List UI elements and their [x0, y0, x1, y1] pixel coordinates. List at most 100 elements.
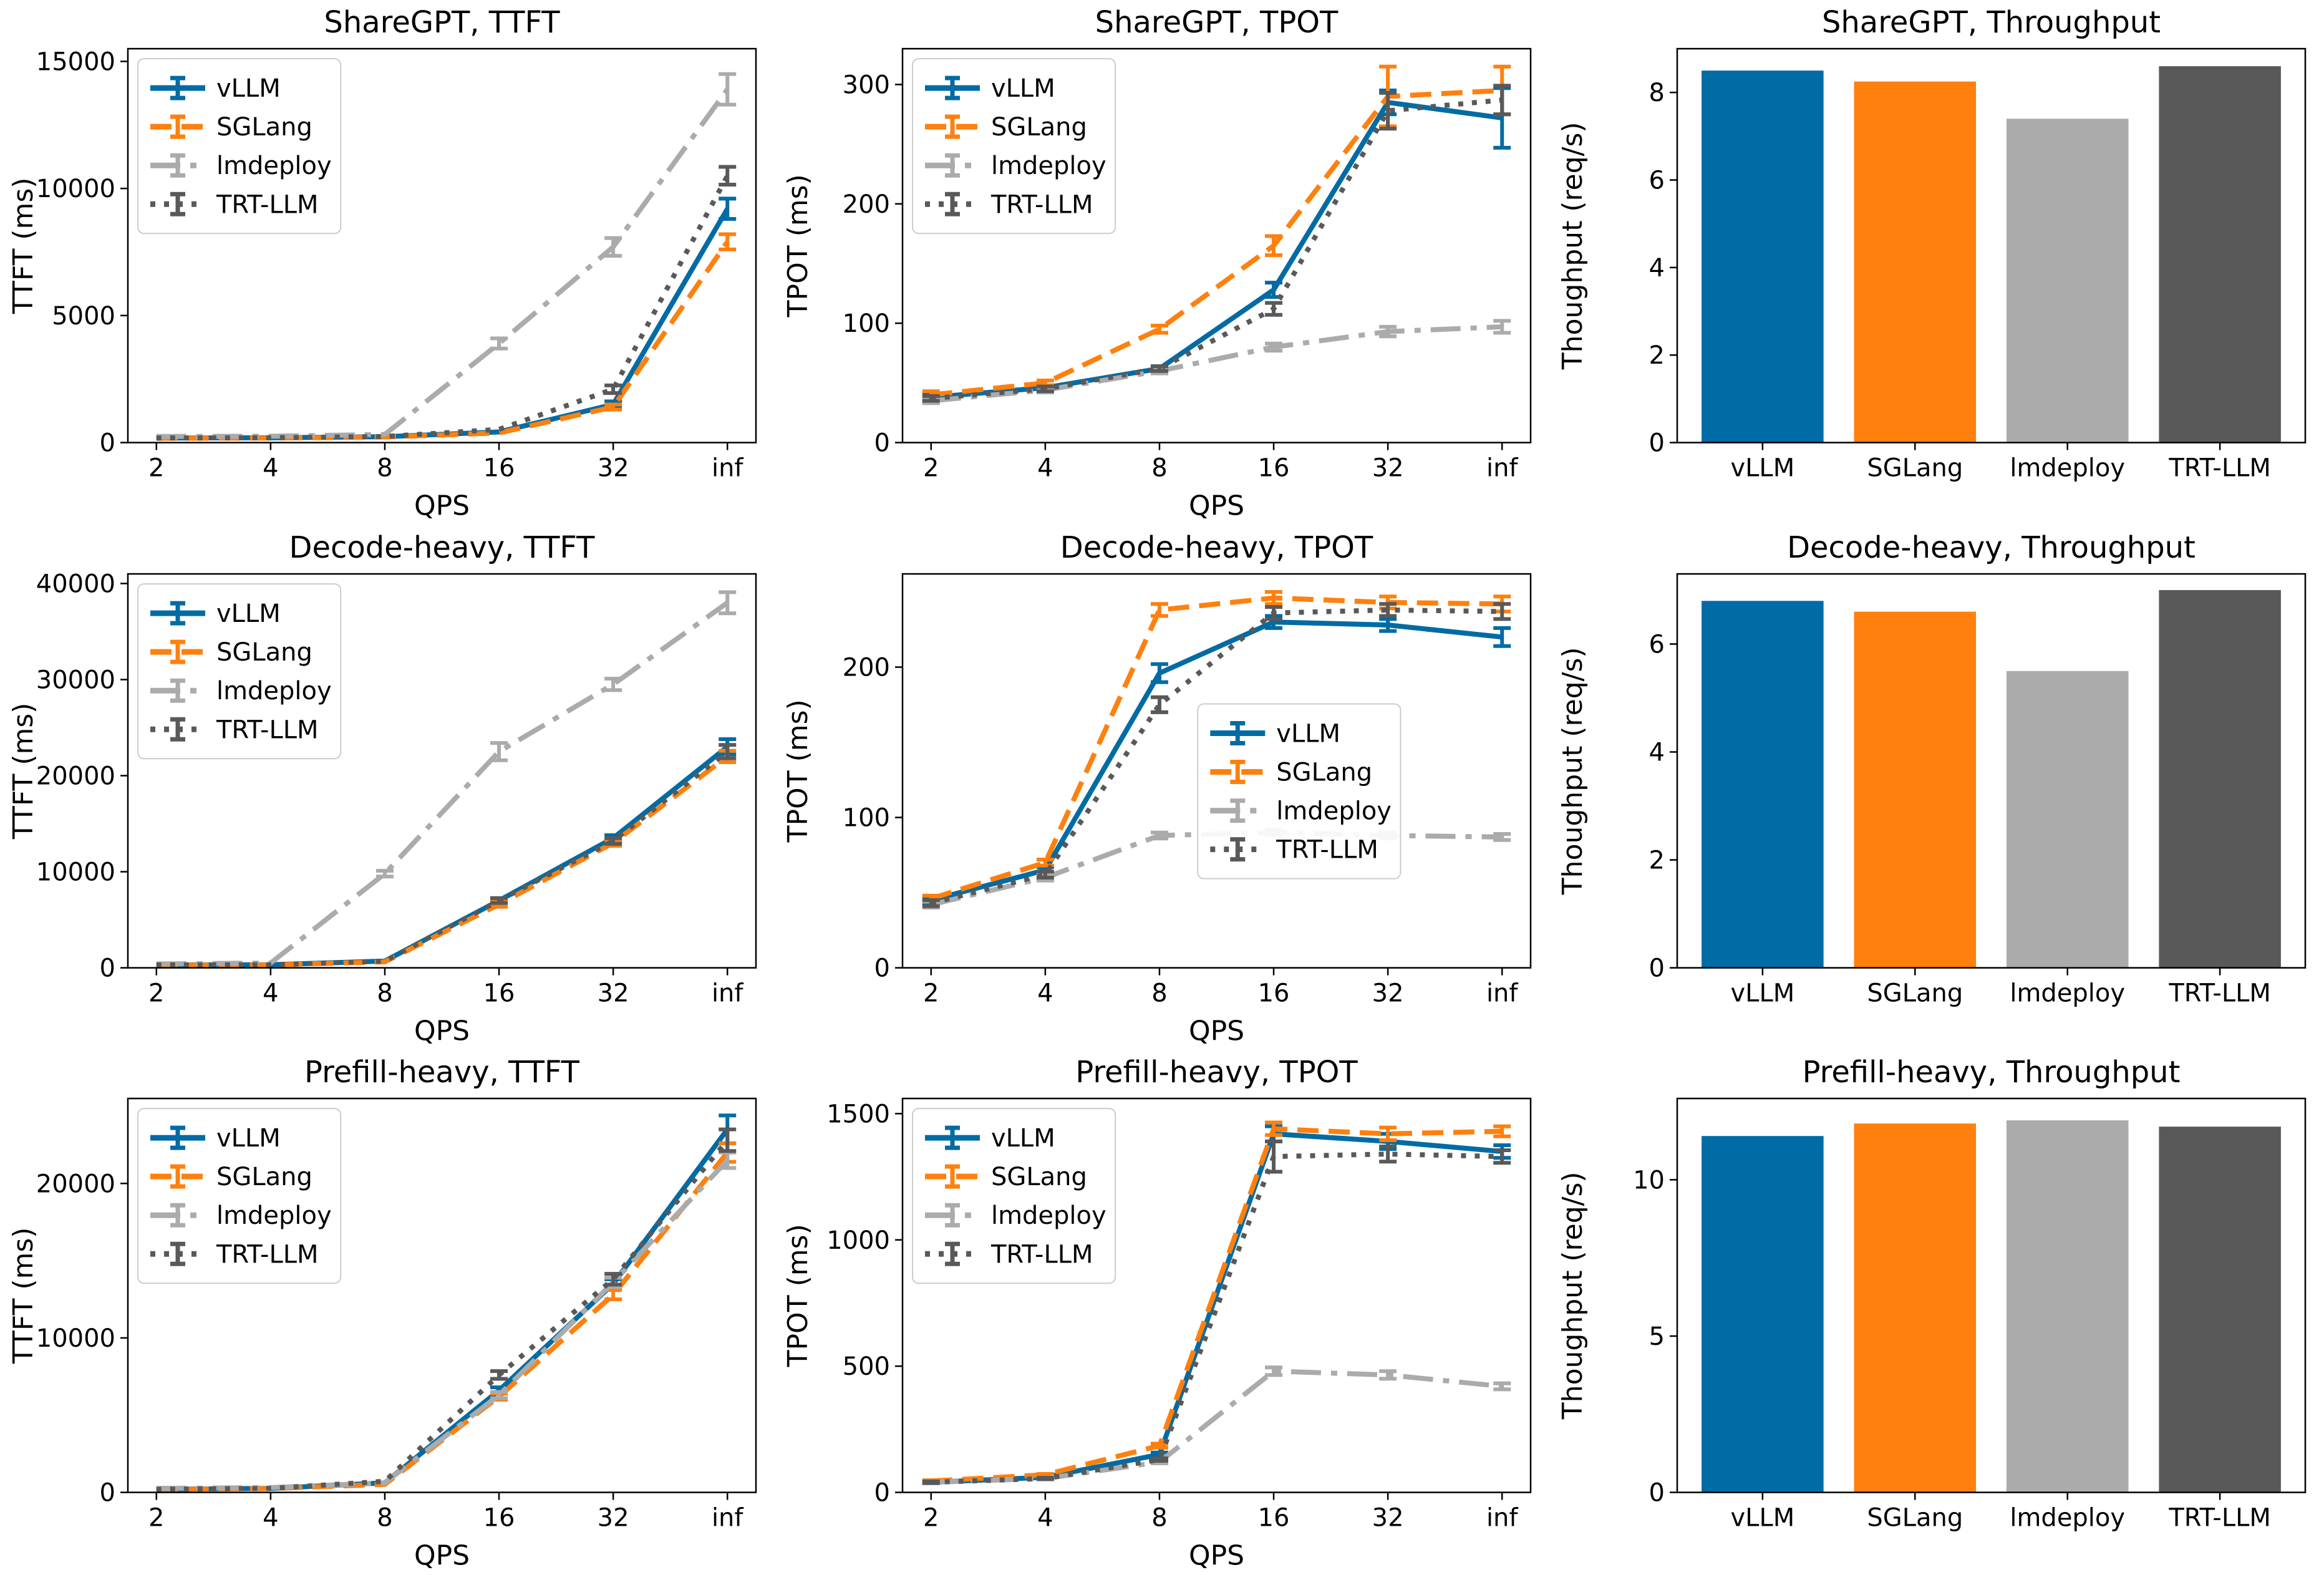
legend-box [912, 1108, 1116, 1284]
x-tick-label: 8 [377, 979, 392, 1007]
x-tick-label: 16 [1258, 1504, 1290, 1533]
y-tick-label: 8 [1649, 79, 1665, 107]
chart-title: Decode-heavy, TTFT [289, 530, 596, 565]
y-tick-label: 100 [843, 803, 890, 832]
x-axis-label: QPS [1189, 1015, 1244, 1047]
bar-sglang [1854, 81, 1977, 443]
y-tick-label: 0 [1649, 954, 1665, 982]
series-line-vllm [931, 100, 1503, 400]
x-tick-label: TRT-LLM [2168, 454, 2271, 483]
y-tick-label: 0 [100, 429, 115, 458]
series-line-sglang [156, 240, 730, 441]
x-tick-label: vLLM [1731, 979, 1795, 1007]
legend-entry-label: vLLM [216, 599, 281, 628]
x-tick-label: SGLang [1867, 979, 1963, 1007]
x-tick-label: inf [1486, 979, 1518, 1007]
y-tick-label: 500 [843, 1352, 890, 1381]
chart-prefill-heavy-throughput: 0 5 10 vLLM SGLang lmdeploy TRT-LLM Prefill-hea… [1557, 1055, 2307, 1533]
x-tick-label: 32 [598, 1504, 629, 1533]
y-tick-label: 4 [1649, 738, 1665, 767]
chart-cell-decode-heavy-ttft: 0 10000 20000 30000 40000 2 4 8 16 32 inf vLLM SGLan… [0, 525, 775, 1050]
x-axis-label: QPS [414, 1015, 470, 1047]
series-line-lmdeploy [156, 1158, 730, 1491]
bar-trt-llm [2159, 589, 2281, 968]
x-tick-label: vLLM [1731, 454, 1795, 483]
y-tick-label: 1000 [826, 1226, 890, 1255]
x-tick-label: SGLang [1867, 1504, 1963, 1533]
legend-entry-label: TRT-LLM [990, 1241, 1093, 1269]
y-axis-label: Thoughput (req/s) [1557, 647, 1589, 895]
bar-lmdeploy [2006, 1120, 2129, 1493]
chart-prefill-heavy-tpot: 0 500 1000 1500 2 4 8 16 32 inf vLLM SGLang lmdeploy… [782, 1055, 1532, 1572]
y-axis-label: TPOT (ms) [782, 699, 814, 843]
y-axis-label: TTFT (ms) [7, 702, 39, 840]
x-tick-label: 8 [377, 1504, 392, 1533]
bar-sglang [1854, 611, 1977, 968]
plot-frame [901, 1098, 1532, 1494]
y-axis-label: TTFT (ms) [7, 1228, 39, 1365]
y-axis-label: TTFT (ms) [7, 178, 39, 315]
y-tick-label: 0 [1649, 429, 1665, 458]
x-tick-label: 8 [377, 454, 392, 483]
y-axis-label: TPOT (ms) [782, 174, 814, 317]
y-tick-label: 100 [843, 309, 890, 338]
bar-vllm [1702, 600, 1824, 968]
y-tick-label: 0 [100, 1479, 115, 1508]
legend-entry-label: lmdeploy [216, 152, 332, 180]
plot-frame [1676, 1098, 2307, 1494]
bar-trt-llm [2159, 1127, 2281, 1493]
series-line-vllm [156, 207, 730, 441]
y-axis-label: Thoughput (req/s) [1557, 122, 1589, 370]
series-line-sglang [931, 88, 1503, 397]
x-tick-label: 16 [483, 454, 515, 483]
chart-title: ShareGPT, Throughput [1822, 5, 2161, 40]
chart-cell-sharegpt-throughput: 0 2 4 6 8 vLLM SGLang lmdeploy TRT-LLM ShareGPT, … [1549, 0, 2324, 525]
x-tick-label: lmdeploy [2010, 1504, 2125, 1533]
plot-frame [901, 47, 1532, 443]
chart-prefill-heavy-ttft: 0 10000 20000 2 4 8 16 32 inf vLLM SGLang lmdeploy T… [7, 1055, 757, 1572]
x-tick-label: inf [1486, 454, 1518, 483]
chart-cell-decode-heavy-throughput: 0 2 4 6 vLLM SGLang lmdeploy TRT-LLM Decode-heav… [1549, 525, 2324, 1050]
x-tick-label: 16 [483, 1504, 515, 1533]
x-tick-label: 32 [1372, 979, 1404, 1007]
legend-box [137, 1108, 342, 1284]
x-tick-label: 16 [1258, 454, 1290, 483]
chart-sharegpt-ttft: 0 5000 10000 15000 2 4 8 16 32 inf vLLM SGLang lmdep… [7, 5, 757, 522]
x-tick-label: 4 [1037, 979, 1053, 1007]
x-tick-label: 8 [1151, 1504, 1167, 1533]
y-tick-label: 300 [843, 70, 890, 99]
chart-title: ShareGPT, TTFT [324, 5, 560, 40]
chart-title: Prefill-heavy, TTFT [304, 1055, 580, 1090]
series-line-trt-llm [931, 97, 1503, 401]
chart-title: ShareGPT, TPOT [1095, 5, 1339, 40]
x-tick-label: 2 [923, 1504, 939, 1533]
plot-frame [127, 47, 757, 443]
plot-frame [1676, 573, 2307, 969]
x-tick-label: 32 [1372, 454, 1404, 483]
legend-entry-label: vLLM [1276, 719, 1340, 748]
plot-frame [127, 573, 757, 969]
legend-entry-label: TRT-LLM [990, 190, 1093, 219]
x-tick-label: lmdeploy [2010, 454, 2125, 483]
chart-title: Decode-heavy, Throughput [1787, 530, 2196, 565]
y-tick-label: 10000 [36, 858, 115, 886]
y-tick-label: 200 [843, 190, 890, 219]
y-tick-label: 15000 [36, 47, 115, 76]
series-line-lmdeploy [931, 324, 1503, 404]
series-line-lmdeploy [931, 1369, 1503, 1485]
x-tick-label: 32 [598, 979, 629, 1007]
chart-cell-sharegpt-tpot: 0 100 200 300 2 4 8 16 32 inf vLLM SGLang lmdeploy TR… [775, 0, 1549, 525]
bar-trt-llm [2159, 66, 2281, 443]
chart-cell-prefill-heavy-tpot: 0 500 1000 1500 2 4 8 16 32 inf vLLM SGLang lmdeploy… [775, 1050, 1549, 1575]
chart-decode-heavy-tpot: 0 100 200 2 4 8 16 32 inf vLLM SGLang lmdeploy TRT-L… [782, 530, 1532, 1047]
y-tick-label: 5 [1649, 1322, 1665, 1351]
x-tick-label: TRT-LLM [2168, 979, 2271, 1007]
x-tick-label: 16 [483, 979, 515, 1007]
series-line-sglang [156, 754, 729, 967]
legend-entry-label: lmdeploy [216, 1202, 332, 1231]
y-tick-label: 20000 [36, 762, 115, 790]
legend-entry-label: TRT-LLM [216, 190, 319, 219]
legend-entry-label: TRT-LLM [1276, 835, 1378, 864]
x-tick-label: 2 [923, 454, 939, 483]
chart-cell-decode-heavy-tpot: 0 100 200 2 4 8 16 32 inf vLLM SGLang lmdeploy TRT-L… [775, 525, 1549, 1050]
